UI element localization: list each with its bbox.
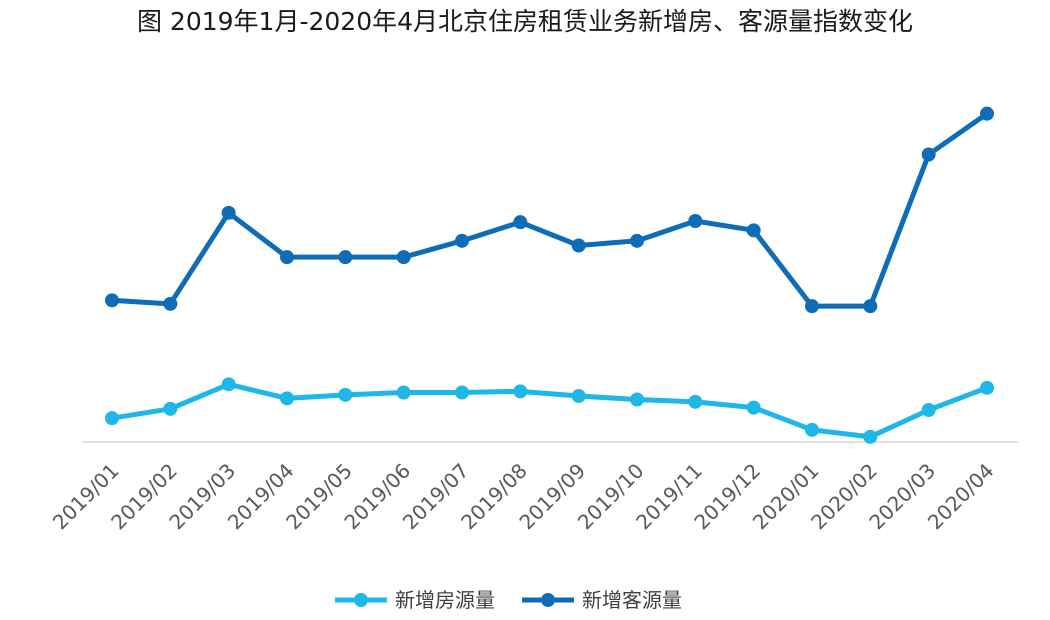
data-point bbox=[630, 233, 644, 248]
data-point bbox=[863, 299, 878, 314]
data-point bbox=[863, 429, 878, 444]
data-point bbox=[280, 250, 294, 265]
data-point bbox=[571, 238, 586, 253]
series-layer bbox=[105, 106, 994, 444]
data-point bbox=[746, 400, 761, 415]
data-point bbox=[338, 387, 353, 402]
data-point bbox=[105, 293, 119, 308]
data-point bbox=[163, 296, 178, 311]
data-point bbox=[688, 394, 703, 409]
data-point bbox=[921, 147, 936, 162]
chart-title: 图 2019年1月-2020年4月北京住房租赁业务新增房、客源量指数变化 bbox=[137, 7, 913, 36]
series-line bbox=[109, 381, 990, 440]
data-point bbox=[105, 411, 119, 426]
data-point bbox=[513, 215, 528, 230]
x-axis-ticks: 2019/012019/022019/032019/042019/052019/… bbox=[48, 459, 999, 535]
data-point bbox=[746, 223, 761, 238]
data-point bbox=[805, 422, 819, 437]
data-point bbox=[980, 380, 994, 395]
data-point bbox=[396, 250, 411, 265]
legend-marker bbox=[354, 593, 368, 607]
data-point bbox=[513, 384, 528, 399]
legend-marker bbox=[541, 593, 555, 607]
data-point bbox=[571, 389, 586, 403]
data-point bbox=[396, 385, 411, 400]
data-point bbox=[805, 299, 819, 314]
legend-label: 新增房源量 bbox=[395, 588, 495, 612]
data-point bbox=[630, 392, 644, 407]
data-point bbox=[221, 377, 236, 392]
legend-item: 新增客源量 bbox=[522, 588, 682, 612]
data-point bbox=[163, 401, 178, 416]
data-point bbox=[921, 403, 936, 417]
data-point bbox=[280, 391, 294, 406]
data-point bbox=[455, 385, 469, 400]
series-1 bbox=[105, 377, 994, 444]
data-point bbox=[338, 250, 353, 265]
data-point bbox=[980, 106, 994, 121]
legend-item: 新增房源量 bbox=[335, 588, 495, 612]
data-point bbox=[221, 205, 236, 220]
data-point bbox=[455, 233, 469, 248]
legend: 新增房源量 新增客源量 bbox=[335, 588, 682, 612]
series-line bbox=[109, 111, 990, 309]
data-point bbox=[688, 214, 703, 228]
series-2 bbox=[105, 106, 994, 314]
legend-label: 新增客源量 bbox=[582, 588, 682, 612]
